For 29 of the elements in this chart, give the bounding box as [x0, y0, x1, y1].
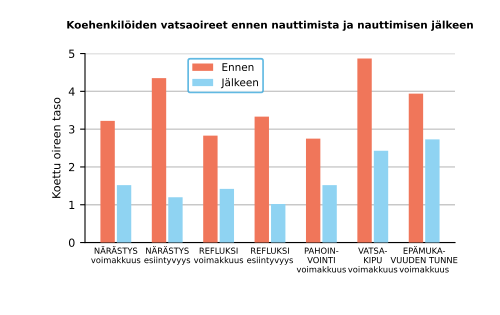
bar [220, 188, 234, 243]
x-tick-label: REFLUKSI esiintyvyys [247, 248, 293, 265]
y-tick-label: 1 [69, 200, 74, 209]
bar [271, 204, 286, 243]
bar [168, 197, 183, 243]
y-tick-label: 4 [68, 87, 75, 96]
bar [254, 116, 269, 243]
y-tick-label: 0 [68, 238, 75, 247]
bar [306, 138, 320, 243]
bar [100, 120, 115, 243]
chart-title: Koehenkilöiden vatsaoireet ennen nauttimista ja nauttimisen jälkeen [67, 20, 473, 31]
bar [374, 150, 388, 243]
bar [357, 58, 372, 243]
bar [322, 185, 337, 243]
y-tick-label: 2 [69, 162, 74, 172]
bar [425, 139, 440, 243]
bar [408, 94, 424, 243]
x-tick-label: NÄRÄSTYS esiintyvyys [144, 246, 190, 265]
y-axis-title: Koettu oireen taso [52, 98, 60, 198]
legend-label: Ennen [222, 63, 254, 71]
y-tick-label: 5 [69, 50, 74, 58]
legend-label: Jälkeen [220, 78, 258, 88]
bar [203, 136, 218, 243]
x-tick-label: NÄRÄSTYS voimakkuus [91, 246, 140, 264]
bar [116, 185, 132, 243]
x-tick-label: REFLUKSI voimakkuus [194, 248, 244, 264]
y-tick-label: 3 [69, 125, 74, 134]
bar [152, 78, 166, 243]
x-tick-label: PAHOIN- VOINTI voimakkuus [296, 248, 346, 273]
